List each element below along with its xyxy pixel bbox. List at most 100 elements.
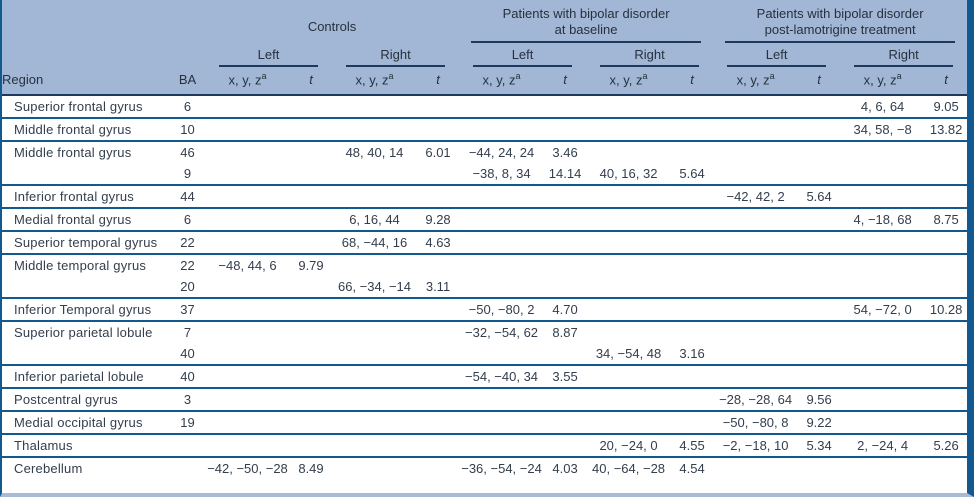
table-row: Middle frontal gyrus 46 48, 40, 14 6.01 −44,… <box>2 140 967 186</box>
t-value-cell <box>798 456 841 480</box>
coordinates-cell: −48, 44, 6 <box>205 253 290 277</box>
t-value-cell <box>671 364 714 389</box>
ba-cell: 37 <box>170 297 205 322</box>
right-label: Right <box>600 46 700 67</box>
coord-footnote-marker: a <box>642 71 648 81</box>
t-header: t <box>798 67 841 97</box>
t-value-cell <box>798 230 841 255</box>
coordinates-cell <box>205 140 290 164</box>
region-cell: Postcentral gyrus <box>2 387 170 412</box>
coordinates-cell <box>586 297 672 322</box>
coordinates-cell <box>332 163 417 186</box>
t-value-cell <box>417 433 460 458</box>
coord-label: x, y, z <box>609 72 643 88</box>
t-value-cell: 4.03 <box>544 456 587 480</box>
t-value-cell <box>798 253 841 277</box>
t-value-cell <box>671 117 714 142</box>
t-value-cell: 5.64 <box>798 184 841 209</box>
ba-cell: 46 <box>170 140 205 164</box>
region-header: Region <box>2 67 170 97</box>
ba-cell <box>170 433 205 458</box>
controls-right-header: Right <box>332 43 460 67</box>
t-value-cell <box>925 184 967 209</box>
coordinates-cell: 40, 16, 32 <box>586 163 672 186</box>
coordinates-cell <box>205 297 290 322</box>
coordinates-cell <box>840 253 926 277</box>
left-label: Left <box>473 46 573 67</box>
t-value-cell: 5.26 <box>925 433 967 458</box>
t-value-cell <box>798 320 841 344</box>
t-value-cell <box>798 94 841 119</box>
coordinates-cell: 4, −18, 68 <box>840 207 926 232</box>
coord-label: x, y, z <box>482 72 516 88</box>
t-value-cell <box>544 433 587 458</box>
coordinates-cell: 20, −24, 0 <box>586 433 672 458</box>
table-row: Medial frontal gyrus 6 6, 16, 44 9.28 4, −18… <box>2 207 967 232</box>
ba-cell: 19 <box>170 410 205 435</box>
column-header-row: Region BA x, y, za t x, y, za t x, y, za… <box>2 67 967 97</box>
t-header: t <box>417 67 460 97</box>
coordinates-cell <box>840 410 926 435</box>
t-value-cell <box>417 320 460 344</box>
activation-table: Controls Patients with bipolar disorder … <box>2 0 967 480</box>
table-row: Medial occipital gyrus 19 −50, −80, 8 9.22 <box>2 410 967 435</box>
t-value-cell <box>544 117 587 142</box>
t-value-cell <box>925 456 967 480</box>
coordinates-cell <box>586 410 672 435</box>
t-header: t <box>544 67 587 97</box>
header-spacer <box>2 43 205 67</box>
t-value-cell <box>290 387 332 412</box>
coordinates-cell <box>459 276 545 299</box>
coordinates-cell <box>459 230 545 255</box>
t-value-cell <box>290 230 332 255</box>
table-row: Postcentral gyrus 3 −28, −28, 64 9.56 <box>2 387 967 412</box>
t-value-cell: 5.64 <box>671 163 714 186</box>
coordinates-cell <box>205 387 290 412</box>
region-cell: Middle frontal gyrus <box>2 117 170 142</box>
table-row: 20 66, −34, −14 3.11 <box>2 276 967 299</box>
t-value-cell: 9.28 <box>417 207 460 232</box>
region-cell: Superior parietal lobule <box>2 320 170 366</box>
coord-footnote-marker: a <box>769 71 775 81</box>
t-value-cell <box>671 94 714 119</box>
table-row: Middle frontal gyrus 10 34, 58, −8 13.82 <box>2 117 967 142</box>
coord-footnote-marker: a <box>261 71 267 81</box>
t-value-cell <box>925 276 967 299</box>
left-label: Left <box>727 46 827 67</box>
coordinates-cell <box>332 320 417 344</box>
t-value-cell <box>544 410 587 435</box>
t-value-cell: 6.01 <box>417 140 460 164</box>
coordinates-cell: −2, −18, 10 <box>713 433 799 458</box>
coordinates-cell <box>205 117 290 142</box>
t-value-cell <box>417 364 460 389</box>
coordinates-cell: 2, −24, 4 <box>840 433 926 458</box>
ba-cell: 6 <box>170 94 205 119</box>
t-value-cell <box>417 94 460 119</box>
coordinates-cell: 40, −64, −28 <box>586 456 672 480</box>
t-value-cell <box>925 253 967 277</box>
baseline-right-header: Right <box>586 43 714 67</box>
post-left-header: Left <box>713 43 841 67</box>
coord-header: x, y, za <box>332 67 417 97</box>
t-value-cell <box>544 230 587 255</box>
table-body: Superior frontal gyrus 6 4, 6, 64 9.05 Middl… <box>2 94 967 480</box>
coord-header: x, y, za <box>713 67 799 97</box>
t-value-cell <box>544 94 587 119</box>
coordinates-cell <box>459 433 545 458</box>
t-value-cell <box>290 320 332 344</box>
coordinates-cell: −38, 8, 34 <box>459 163 545 186</box>
coordinates-cell <box>713 117 799 142</box>
coordinates-cell <box>840 343 926 366</box>
t-value-cell <box>290 207 332 232</box>
coordinates-cell <box>459 94 545 119</box>
ba-cell: 40 <box>170 343 205 366</box>
coordinates-cell: 68, −44, 16 <box>332 230 417 255</box>
region-cell: Superior temporal gyrus <box>2 230 170 255</box>
coordinates-cell <box>840 320 926 344</box>
coordinates-cell: 54, −72, 0 <box>840 297 926 322</box>
coordinates-cell <box>459 253 545 277</box>
coordinates-cell: −42, 42, 2 <box>713 184 799 209</box>
ba-cell: 3 <box>170 387 205 412</box>
region-cell: Inferior Temporal gyrus <box>2 297 170 322</box>
t-value-cell <box>671 230 714 255</box>
